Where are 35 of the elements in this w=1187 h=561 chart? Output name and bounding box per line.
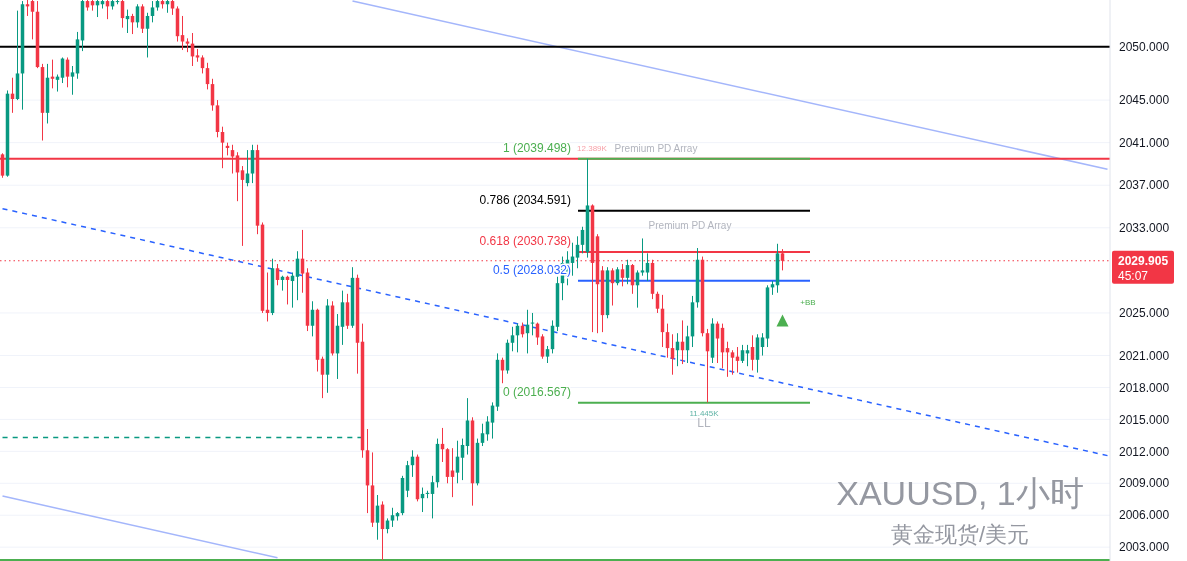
y-tick-label: 2006.000 (1119, 508, 1170, 523)
text: 45:07 (1118, 268, 1149, 283)
y-tick-label: 2009.000 (1119, 476, 1170, 491)
y-tick-label: 2018.000 (1119, 380, 1170, 395)
y-tick-label: 2015.000 (1119, 412, 1170, 427)
annotation: 12.389K (577, 143, 608, 153)
annotation: Premium PD Array (614, 142, 698, 154)
ref-line-label: 2029.905 (1118, 253, 1169, 268)
candlestick (390, 507, 395, 528)
candlestick (180, 15, 185, 51)
candlestick (510, 326, 515, 352)
y-tick-label: 2050.000 (1119, 40, 1170, 55)
y-tick-label: 2025.000 (1119, 306, 1170, 321)
candlestick (70, 65, 75, 96)
annotation: 11.445K (689, 408, 720, 418)
ref-line-label: 0 (2016.567) (502, 384, 571, 399)
y-tick-label: 2045.000 (1119, 93, 1170, 108)
ref-line-label: 1 (2039.498) (502, 140, 571, 155)
candlestick (150, 0, 155, 23)
annotation: Premium PD Array (648, 219, 732, 231)
text: 黄金现货/美元 (890, 522, 1030, 547)
candlestick (640, 237, 645, 277)
y-tick-label: 2012.000 (1119, 444, 1170, 459)
y-tick-label: 2033.000 (1119, 221, 1170, 236)
candlestick (730, 349, 735, 376)
candlestick (620, 263, 625, 287)
ref-line-label: 0.618 (2030.738) (479, 234, 571, 249)
y-tick-label: 2021.000 (1119, 348, 1170, 363)
y-tick-label: 2041.000 (1119, 135, 1170, 150)
y-tick-label: 2003.000 (1119, 540, 1170, 555)
annotation: LL (697, 416, 711, 431)
ref-line-label: 0.786 (2034.591) (479, 193, 571, 208)
annotation: +BB (800, 297, 816, 307)
text: XAUUSD, 1小时 (836, 474, 1084, 512)
y-tick-label: 2037.000 (1119, 178, 1170, 193)
